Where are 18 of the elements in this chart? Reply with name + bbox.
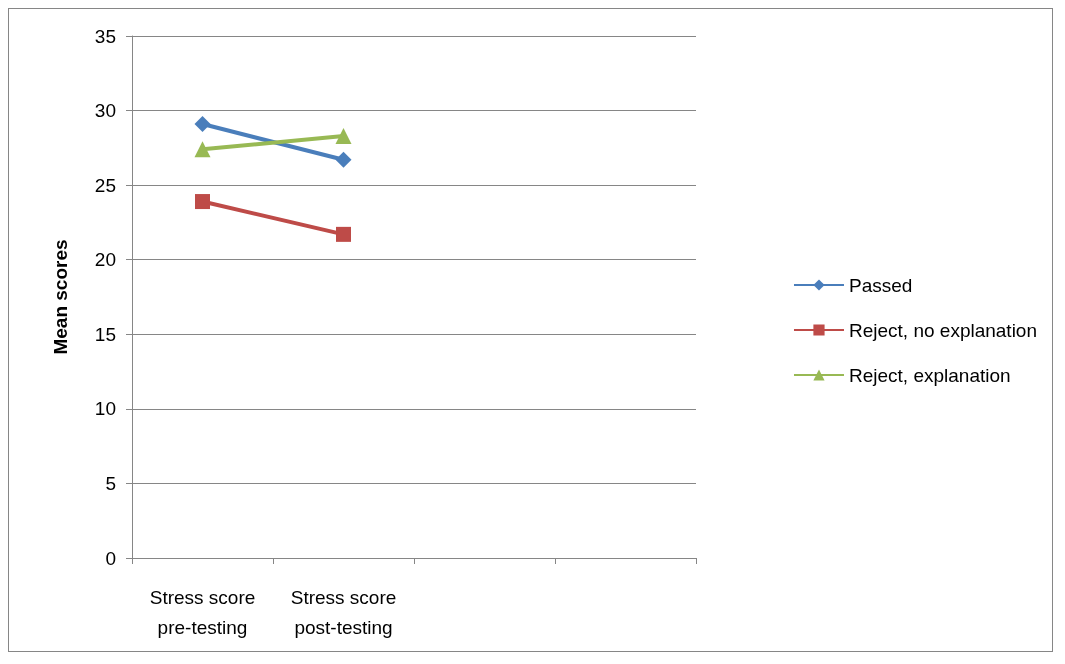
y-tick-label: 20 (94, 249, 116, 271)
x-tick-label: Stress score pre-testing (149, 586, 256, 638)
y-tick-label: 25 (94, 174, 116, 196)
y-tick-label: 30 (94, 100, 116, 122)
legend-label: Reject, no explanation (848, 319, 1037, 341)
x-tick-label: Stress score post-testing (290, 586, 397, 638)
y-tick-label: 10 (94, 398, 116, 420)
point (194, 115, 211, 132)
y-tick-label: 0 (105, 547, 116, 569)
y-tick-label: 15 (94, 323, 116, 345)
point (195, 194, 210, 210)
point (336, 226, 351, 242)
legend-label: Passed (848, 274, 913, 296)
y-axis-title: Mean scores (50, 239, 71, 355)
y-tick-label: 35 (94, 25, 116, 47)
legend-label: Reject, explanation (848, 364, 1011, 386)
point (335, 151, 352, 168)
y-tick-label: 5 (105, 472, 116, 494)
